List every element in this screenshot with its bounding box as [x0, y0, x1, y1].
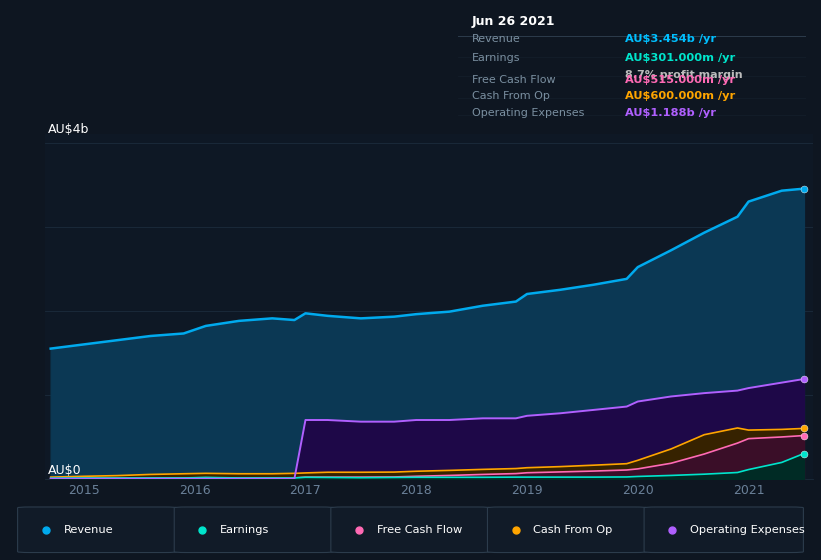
FancyBboxPatch shape — [488, 507, 647, 553]
Text: Free Cash Flow: Free Cash Flow — [377, 525, 462, 535]
Text: Free Cash Flow: Free Cash Flow — [472, 74, 556, 85]
FancyBboxPatch shape — [174, 507, 333, 553]
Text: AU$0: AU$0 — [48, 464, 81, 477]
Text: AU$3.454b /yr: AU$3.454b /yr — [626, 34, 717, 44]
Text: Cash From Op: Cash From Op — [472, 91, 550, 101]
Text: Revenue: Revenue — [63, 525, 113, 535]
Text: Revenue: Revenue — [472, 34, 521, 44]
FancyBboxPatch shape — [17, 507, 177, 553]
Text: AU$515.000m /yr: AU$515.000m /yr — [626, 74, 736, 85]
Text: Operating Expenses: Operating Expenses — [690, 525, 805, 535]
Text: AU$301.000m /yr: AU$301.000m /yr — [626, 53, 736, 63]
Text: Jun 26 2021: Jun 26 2021 — [472, 15, 556, 29]
Text: Operating Expenses: Operating Expenses — [472, 108, 585, 118]
Text: 8.7% profit margin: 8.7% profit margin — [626, 70, 743, 80]
Text: AU$1.188b /yr: AU$1.188b /yr — [626, 108, 716, 118]
Text: AU$4b: AU$4b — [48, 123, 89, 136]
FancyBboxPatch shape — [331, 507, 490, 553]
Text: Earnings: Earnings — [472, 53, 521, 63]
Text: Earnings: Earnings — [220, 525, 269, 535]
FancyBboxPatch shape — [644, 507, 804, 553]
Text: AU$600.000m /yr: AU$600.000m /yr — [626, 91, 736, 101]
Text: Cash From Op: Cash From Op — [534, 525, 612, 535]
